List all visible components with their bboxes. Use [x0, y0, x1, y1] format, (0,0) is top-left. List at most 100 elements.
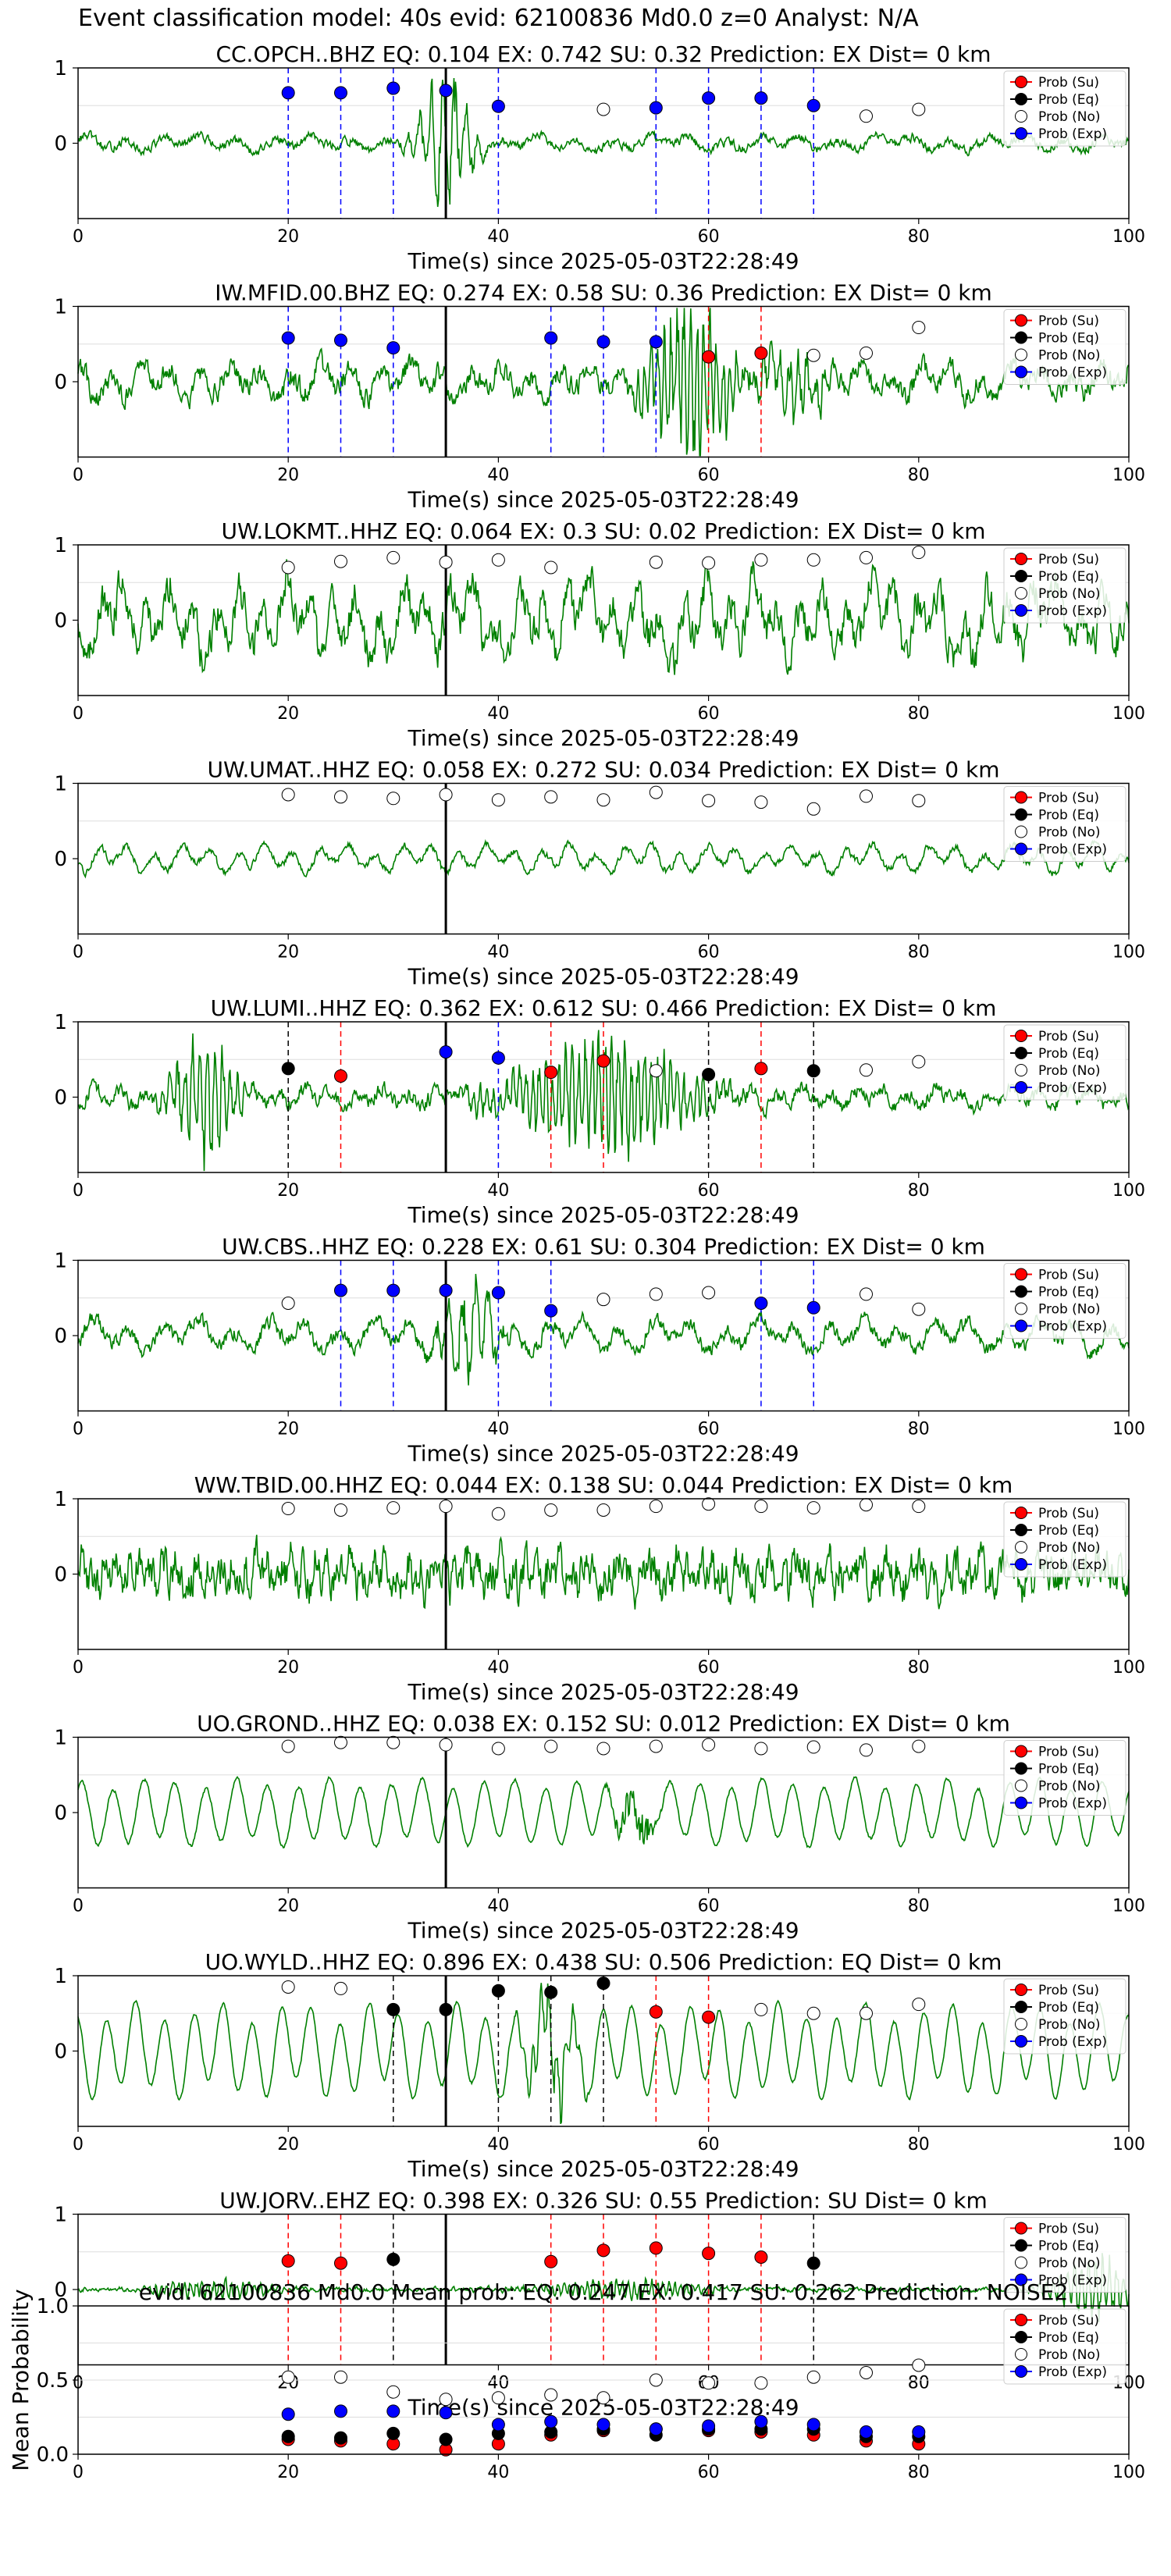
prob-point	[806, 2006, 820, 2020]
x-tick-label: 80	[908, 1181, 930, 1201]
prob-point	[912, 794, 926, 808]
x-tick-label: 100	[1112, 1897, 1145, 1916]
legend-label: Prob (No)	[1038, 109, 1101, 125]
legend: Prob (Su)Prob (Eq)Prob (No)Prob (Exp)	[1003, 1740, 1127, 1816]
legend-marker	[1015, 1779, 1027, 1792]
prob-point	[281, 2254, 295, 2268]
prob-point	[649, 555, 663, 569]
legend-label: Prob (No)	[1038, 1779, 1101, 1795]
mean-probability-panel: evid: 62100836 Md0.0 Mean prob: EQ: 0.24…	[8, 2279, 1145, 2482]
legend-marker	[1015, 1319, 1027, 1332]
x-tick-label: 40	[487, 2135, 509, 2154]
x-tick-label: 40	[487, 943, 509, 962]
prob-point	[806, 2256, 820, 2270]
mean-prob-point	[754, 2376, 768, 2390]
mean-prob-point	[281, 2370, 295, 2384]
x-tick-label: 80	[908, 943, 930, 962]
prob-point	[912, 1998, 926, 2012]
prob-point	[544, 1739, 558, 1753]
prob-point	[334, 1503, 347, 1517]
legend-marker	[1015, 2222, 1027, 2235]
prob-point	[386, 1501, 400, 1515]
legend-label: Prob (No)	[1038, 825, 1101, 841]
legend-box	[1003, 547, 1127, 624]
prob-point	[544, 1503, 558, 1517]
prob-point	[649, 1739, 663, 1753]
prob-point	[912, 102, 926, 116]
legend-marker	[1015, 1268, 1027, 1281]
y-tick-label: 1	[54, 534, 67, 557]
legend-label: Prob (Eq)	[1038, 92, 1099, 108]
legend-label: Prob (Su)	[1038, 1506, 1099, 1521]
legend-marker	[1015, 314, 1027, 327]
legend-marker	[1015, 1762, 1027, 1775]
prob-point	[439, 1500, 453, 1514]
prob-point	[702, 2010, 716, 2024]
legend-marker	[1015, 825, 1027, 838]
prob-point	[860, 789, 873, 803]
y-tick-label: 1	[54, 1011, 67, 1034]
legend: Prob (Su)Prob (Eq)Prob (No)Prob (Exp)	[1003, 1978, 1127, 2055]
legend-marker	[1015, 604, 1027, 617]
waveform-trace	[77, 77, 1130, 208]
prob-point	[649, 785, 663, 799]
legend-label: Prob (Exp)	[1038, 2364, 1107, 2380]
x-tick-label: 60	[698, 2135, 720, 2154]
prob-point	[544, 1985, 558, 1999]
panel-title: UW.LOKMT..HHZ EQ: 0.064 EX: 0.3 SU: 0.02…	[221, 518, 985, 544]
prob-point	[439, 84, 453, 98]
y-tick-label: 1	[54, 1727, 67, 1750]
prob-point	[439, 788, 453, 802]
prob-point	[806, 802, 820, 816]
legend-label: Prob (Eq)	[1038, 1285, 1099, 1300]
legend-label: Prob (Su)	[1038, 1268, 1099, 1283]
legend: Prob (Su)Prob (Eq)Prob (No)Prob (Exp)	[1003, 2217, 1127, 2293]
prob-point	[860, 346, 873, 360]
x-tick-label: 0	[73, 2463, 84, 2482]
prob-point	[754, 91, 768, 105]
prob-point	[334, 1981, 347, 1995]
y-tick-label: 0	[54, 1087, 67, 1110]
prob-point	[491, 1051, 505, 1065]
y-tick-label: 1	[54, 296, 67, 319]
legend-label: Prob (No)	[1038, 2347, 1101, 2363]
mean-prob-point	[596, 2391, 610, 2405]
prob-point	[596, 1054, 610, 1068]
prob-point	[439, 555, 453, 569]
legend-marker	[1015, 1745, 1027, 1758]
legend-box	[1003, 1263, 1127, 1339]
prob-point	[491, 1507, 505, 1521]
mean-prob-point	[439, 2432, 453, 2446]
x-tick-label: 0	[73, 1181, 84, 1201]
legend-box	[1003, 1740, 1127, 1816]
y-axis-label: Mean Probability	[8, 2289, 34, 2471]
x-tick-label: 80	[908, 2463, 930, 2482]
prob-point	[439, 1283, 453, 1297]
legend-marker	[1015, 1507, 1027, 1519]
legend-label: Prob (No)	[1038, 1302, 1101, 1318]
prob-point	[806, 1300, 820, 1315]
x-tick-label: 60	[698, 1658, 720, 1678]
prob-point	[649, 1287, 663, 1301]
x-tick-label: 0	[73, 466, 84, 486]
prob-point	[806, 348, 820, 362]
prob-point	[860, 109, 873, 123]
prob-point	[596, 1503, 610, 1517]
waveform-trace	[77, 1030, 1130, 1172]
y-tick-label: 0	[54, 1564, 67, 1587]
y-tick-label: 0.0	[37, 2443, 69, 2467]
panel-title: UW.UMAT..HHZ EQ: 0.058 EX: 0.272 SU: 0.0…	[208, 757, 1000, 783]
x-tick-label: 80	[908, 1897, 930, 1916]
waveform-trace	[77, 838, 1130, 879]
panel-title: evid: 62100836 Md0.0 Mean prob: EQ: 0.24…	[139, 2279, 1069, 2305]
legend-marker	[1015, 2239, 1027, 2252]
prob-point	[386, 792, 400, 806]
x-tick-label: 0	[73, 2135, 84, 2154]
legend-label: Prob (Su)	[1038, 75, 1099, 91]
mean-prob-point	[702, 2419, 716, 2433]
x-tick-label: 40	[487, 1181, 509, 1201]
waveform-panel: UW.LUMI..HHZ EQ: 0.362 EX: 0.612 SU: 0.4…	[54, 995, 1145, 1228]
legend-label: Prob (Su)	[1038, 1745, 1099, 1760]
y-tick-label: 1	[54, 1250, 67, 1273]
